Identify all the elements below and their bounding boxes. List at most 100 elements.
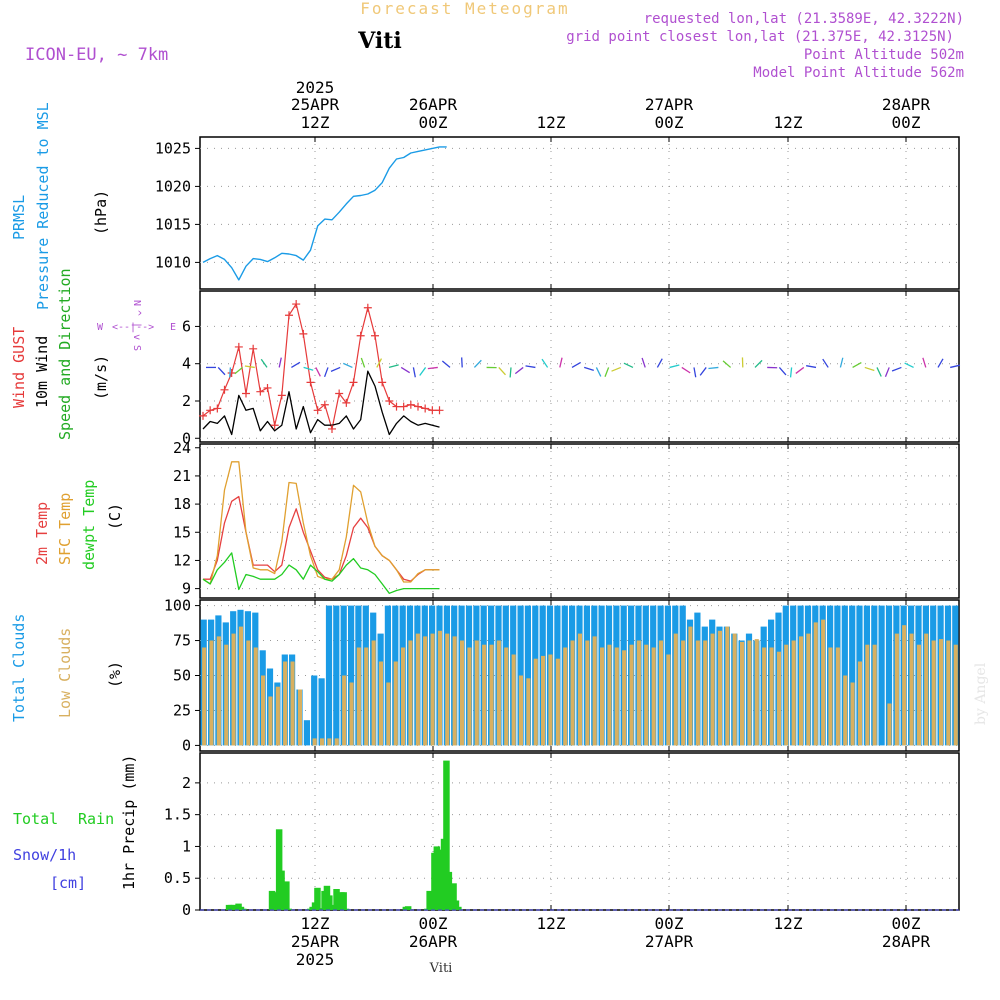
cloud-low-bar — [297, 689, 302, 746]
cloud-low-bar — [246, 640, 251, 746]
cloud-low-bar — [857, 661, 862, 746]
time-label-top-date: 25APR — [291, 95, 340, 114]
cloud-low-bar — [371, 640, 376, 746]
wind-arrow — [559, 357, 563, 368]
precip-bar — [271, 892, 278, 910]
gust-marker — [220, 385, 229, 394]
wind-arrow — [839, 357, 844, 368]
gust-marker — [342, 398, 351, 407]
cloud-low-bar — [747, 640, 752, 746]
cloud-low-bar — [489, 644, 494, 746]
precip-bar — [237, 906, 245, 910]
pressure-unit: (hPa) — [92, 190, 110, 235]
cloud-low-bar — [238, 626, 243, 746]
compass-rose-icon: W <--|--> E N ^ | v S — [97, 300, 176, 351]
gust-marker — [421, 404, 430, 413]
gust-marker — [378, 378, 387, 387]
cloud-low-bar — [526, 678, 531, 746]
wind-arrow — [514, 366, 524, 375]
y-tick-label: 25 — [173, 701, 191, 719]
wind-arrow — [303, 366, 314, 371]
precip-bar — [283, 881, 290, 910]
precip-bar — [455, 906, 462, 910]
cloud-low-bar — [386, 682, 391, 746]
cloud-total-bar — [348, 605, 355, 746]
cloud-low-bar — [813, 622, 818, 746]
y-tick-label: 1010 — [155, 253, 191, 271]
cloud-low-bar — [614, 647, 619, 746]
cloud-low-bar — [776, 651, 781, 746]
cloud-total-bar — [878, 605, 885, 746]
y-tick-label: 15 — [173, 523, 191, 541]
y-tick-label: 18 — [173, 495, 191, 513]
wind-arrow — [473, 359, 482, 368]
wind-arrow — [315, 367, 321, 377]
gust-marker — [328, 424, 337, 433]
cloud-total-bar — [325, 605, 333, 746]
cloud-low-bar — [408, 640, 413, 746]
cloud-low-bar — [312, 738, 317, 746]
cloud-low-bar — [762, 647, 767, 746]
cloud-total-bar — [318, 678, 325, 746]
cloud-low-bar — [504, 647, 509, 746]
wind-arrow — [584, 366, 594, 371]
cloud-total-bar — [333, 605, 340, 746]
wind-arrow — [669, 364, 680, 369]
wind-arrow — [244, 365, 255, 369]
cloud-low-bar — [821, 619, 826, 746]
time-label-bottom-date: 26APR — [409, 932, 458, 951]
cloud-low-bar — [563, 647, 568, 746]
cloud-low-bar — [622, 650, 627, 746]
model-label: ICON-EU, ~ 7km — [25, 45, 168, 65]
gust-marker — [371, 331, 380, 340]
cloud-low-bar — [231, 633, 236, 746]
cloud-low-bar — [437, 630, 442, 746]
wind-arrow — [343, 362, 353, 369]
gust-marker — [335, 389, 344, 398]
wind-label-dir: Speed and Direction — [56, 268, 74, 440]
y-tick-label: 6 — [182, 317, 191, 335]
compass-west: W — [97, 322, 104, 333]
time-label-top-hour: 12Z — [537, 113, 566, 132]
time-label-top-date: 28APR — [882, 95, 931, 114]
precip-bar — [445, 871, 453, 910]
cloud-low-bar — [828, 647, 833, 746]
cloud-low-bar — [290, 661, 295, 746]
cloud-low-bar — [533, 658, 538, 746]
time-label-bottom-hour: 12Z — [774, 914, 803, 933]
y-tick-label: 1025 — [155, 139, 191, 157]
cloud-low-bar — [268, 696, 273, 746]
precip-bar — [240, 908, 247, 910]
cloud-low-bar — [710, 633, 715, 746]
wind-arrow — [604, 367, 610, 378]
cloud-low-bar — [902, 625, 907, 746]
cloud-low-bar — [894, 633, 899, 746]
wind-arrow — [229, 367, 232, 378]
cloud-low-bar — [364, 647, 369, 746]
cloud-low-bar — [717, 630, 722, 746]
wind-arrow — [822, 358, 829, 368]
time-label-bottom-hour: 00Z — [419, 914, 448, 933]
y-tick-label: 2 — [182, 392, 191, 410]
cloud-low-bar — [585, 640, 590, 746]
time-label-top-hour: 00Z — [655, 113, 684, 132]
cloud-low-bar — [261, 675, 266, 746]
cloud-low-bar — [253, 647, 258, 746]
cloud-low-bar — [401, 647, 406, 746]
cloud-low-bar — [216, 636, 221, 746]
temp-sfc-line — [202, 461, 440, 585]
cloud-low-bar — [636, 640, 641, 746]
cloud-total-bar — [885, 605, 893, 746]
wind-label-10m: 10m Wind — [33, 336, 51, 408]
cloud-total-bar — [849, 605, 856, 746]
point-altitude: Point Altitude 502m — [804, 47, 964, 63]
cloud-low-bar — [769, 647, 774, 746]
wind-arrow — [419, 367, 427, 376]
time-label-bottom-date: 27APR — [645, 932, 694, 951]
gridpoint-coords: grid point closest lon,lat (21.375E, 42.… — [566, 29, 954, 45]
precip-bar — [285, 908, 292, 910]
cloud-label-total: Total Clouds — [10, 614, 28, 722]
precip-bar — [404, 906, 412, 910]
gust-marker — [356, 331, 365, 340]
wind-arrow — [323, 367, 329, 378]
